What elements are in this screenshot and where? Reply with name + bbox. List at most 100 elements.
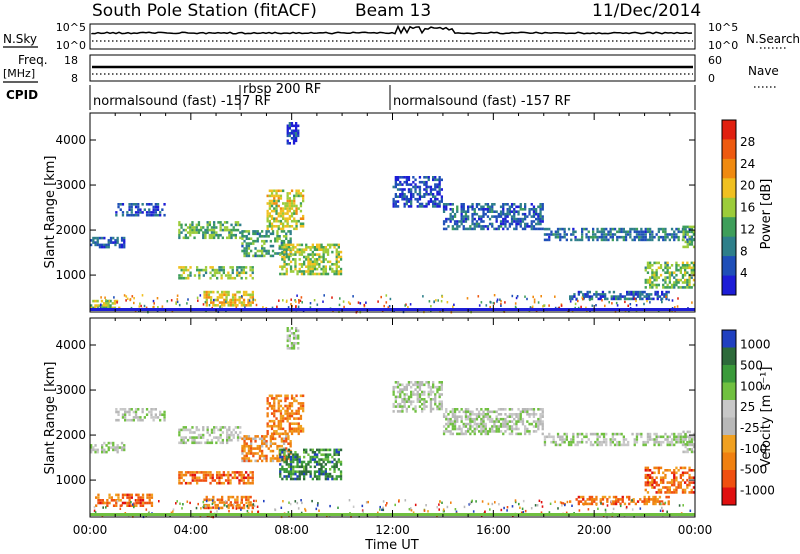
power-echo-cell <box>316 267 319 271</box>
velocity-echo-cell <box>541 432 544 436</box>
velocity-echo-cell <box>577 500 580 503</box>
velocity-echo-cell <box>502 417 505 421</box>
velocity-echo-cell <box>688 476 691 479</box>
power-scatter-cell <box>604 304 606 308</box>
power-scatter-cell <box>219 306 221 309</box>
velocity-echo-cell <box>666 440 669 444</box>
power-echo-cell <box>539 203 542 206</box>
velocity-echo-cell <box>210 431 214 434</box>
power-echo-cell <box>214 298 217 302</box>
power-echo-cell <box>231 298 235 302</box>
velocity-echo-cell <box>290 427 294 431</box>
power-echo-cell <box>311 246 314 249</box>
velocity-echo-cell <box>530 408 533 411</box>
velocity-echo-cell <box>295 430 298 433</box>
velocity-echo-cell <box>673 443 676 447</box>
velocity-echo-cell <box>403 405 406 408</box>
power-echo-cell <box>464 215 468 218</box>
power-scatter-cell <box>252 298 255 301</box>
velocity-echo-cell <box>290 344 294 348</box>
power-echo-cell <box>638 235 641 239</box>
power-echo-cell <box>277 204 280 208</box>
power-echo-cell <box>644 230 647 234</box>
power-echo-cell <box>690 271 693 274</box>
velocity-echo-cell <box>552 438 555 441</box>
velocity-echo-cell <box>227 473 230 477</box>
power-echo-cell <box>565 233 568 236</box>
velocity-echo-cell <box>137 493 140 497</box>
power-echo-cell <box>247 293 250 297</box>
velocity-echo-cell <box>517 415 520 418</box>
power-echo-cell <box>641 290 644 294</box>
power-echo-cell <box>530 208 533 211</box>
power-echo-cell <box>609 235 612 239</box>
velocity-echo-cell <box>537 425 540 428</box>
power-echo-cell <box>282 225 285 228</box>
velocity-echo-cell <box>684 491 687 494</box>
velocity-echo-cell <box>677 481 680 484</box>
power-echo-cell <box>213 236 216 240</box>
velocity-ytick-label: 4000 <box>55 338 86 352</box>
velocity-echo-cell <box>115 499 118 502</box>
velocity-echo-cell <box>524 425 527 428</box>
velocity-scatter-cell <box>682 504 684 507</box>
velocity-echo-cell <box>226 428 229 432</box>
power-echo-cell <box>644 227 647 231</box>
velocity-scatter-cell <box>294 500 297 503</box>
power-echo-cell <box>300 265 304 268</box>
velocity-echo-cell <box>278 457 281 460</box>
power-echo-cell <box>285 263 288 266</box>
power-echo-cell <box>661 297 664 301</box>
power-echo-cell <box>229 298 232 302</box>
power-echo-cell <box>288 207 291 210</box>
power-echo-cell <box>280 252 283 255</box>
power-echo-cell <box>292 258 295 261</box>
power-echo-cell <box>283 243 286 247</box>
velocity-echo-cell <box>467 422 470 426</box>
velocity-echo-cell <box>263 435 266 438</box>
velocity-echo-cell <box>206 431 209 434</box>
velocity-echo-cell <box>335 451 338 454</box>
velocity-echo-cell <box>471 420 474 423</box>
power-echo-cell <box>268 189 271 193</box>
velocity-scatter-cell <box>311 499 313 503</box>
power-echo-cell <box>664 230 667 234</box>
velocity-scatter-cell <box>454 508 457 511</box>
velocity-echo-cell <box>296 475 299 478</box>
power-echo-cell <box>234 221 237 224</box>
power-echo-cell <box>425 185 428 189</box>
power-echo-cell <box>204 236 207 240</box>
power-echo-cell <box>187 276 190 280</box>
velocity-echo-cell <box>247 473 250 477</box>
velocity-echo-cell <box>675 488 678 492</box>
power-echo-cell <box>513 220 516 223</box>
velocity-echo-cell <box>570 443 573 447</box>
velocity-echo-cell <box>504 413 507 416</box>
power-echo-cell <box>245 235 248 238</box>
velocity-echo-cell <box>682 435 685 439</box>
power-echo-cell <box>532 212 536 216</box>
velocity-echo-cell <box>302 430 305 433</box>
power-echo-cell <box>460 203 463 206</box>
power-echo-cell <box>401 197 404 201</box>
velocity-echo-cell <box>679 486 682 489</box>
velocity-echo-cell <box>484 408 487 411</box>
velocity-echo-cell <box>197 433 201 437</box>
power-echo-cell <box>295 219 298 223</box>
velocity-echo-cell <box>135 501 138 505</box>
velocity-echo-cell <box>103 448 106 452</box>
power-echo-cell <box>616 235 619 239</box>
velocity-colorbar-tick-label: -100 <box>740 442 767 456</box>
velocity-echo-cell <box>263 437 266 441</box>
velocity-echo-cell <box>239 436 242 439</box>
power-echo-cell <box>405 202 408 206</box>
velocity-echo-cell <box>247 437 251 441</box>
power-echo-cell <box>228 233 231 237</box>
power-echo-cell <box>154 213 157 217</box>
power-echo-cell <box>622 235 625 239</box>
velocity-scatter-cell <box>606 504 609 507</box>
power-echo-cell <box>268 194 271 198</box>
velocity-echo-cell <box>407 381 411 384</box>
power-echo-cell <box>250 249 253 253</box>
power-echo-cell <box>421 195 424 198</box>
